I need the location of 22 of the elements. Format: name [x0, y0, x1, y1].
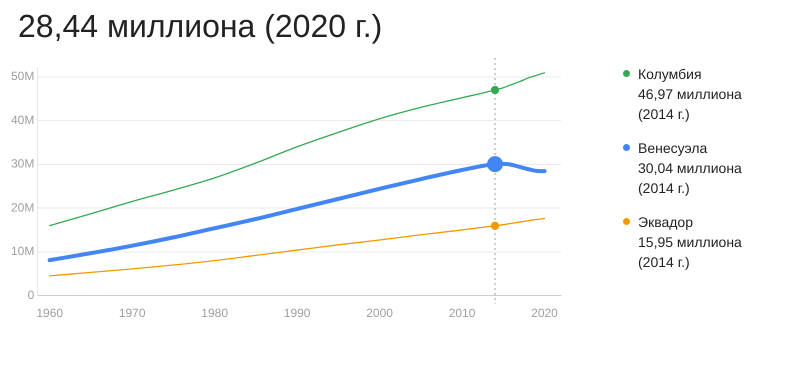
x-tick-label: 2010 — [448, 306, 476, 320]
y-tick-label: 10M — [11, 244, 34, 258]
x-tick-label: 1980 — [201, 306, 228, 320]
x-tick-label: 2000 — [366, 306, 394, 320]
chart-title: 28,44 миллиона (2020 г.) — [18, 8, 384, 46]
legend-label: Венесуэла — [638, 139, 708, 158]
line-series — [49, 72, 546, 226]
x-tick-label: 1960 — [36, 306, 64, 320]
y-tick-label: 30M — [11, 156, 34, 171]
text: 30,04 миллиона (2014 г.) — [638, 159, 743, 198]
legend-label: Колумбия — [638, 65, 703, 84]
y-tick-label: 20M — [11, 200, 34, 214]
x-tick-label: 2020 — [531, 306, 558, 320]
line-series — [49, 218, 546, 277]
y-tick-label: 0 — [28, 288, 35, 302]
y-tick-label: 40M — [11, 112, 34, 127]
legend-label: Эквадор — [638, 213, 694, 232]
text: 15,95 миллиона (2014 г.) — [638, 233, 743, 272]
x-tick-label: 1970 — [118, 306, 146, 320]
x-tick-label: 1990 — [284, 306, 311, 320]
text: 46,97 миллиона (2014 г.) — [638, 85, 743, 124]
y-tick-label: 50M — [11, 69, 34, 84]
